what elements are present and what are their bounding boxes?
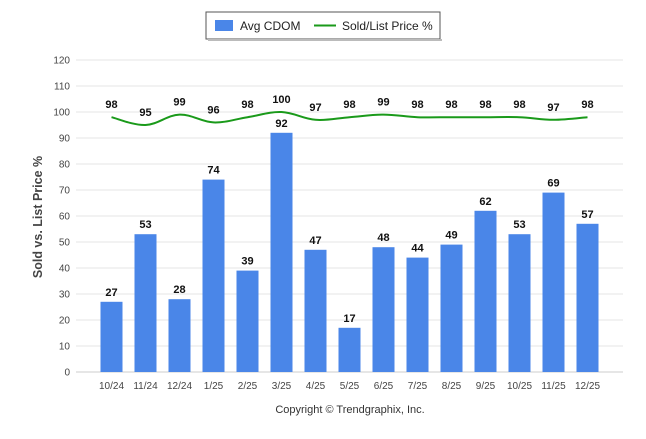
bar xyxy=(338,327,361,372)
bar xyxy=(474,210,497,372)
x-tick-label: 12/25 xyxy=(575,381,600,392)
x-tick-label: 8/25 xyxy=(442,381,462,392)
x-tick-label: 11/25 xyxy=(541,381,566,392)
bar-value-label: 53 xyxy=(513,219,525,231)
bar-value-label: 27 xyxy=(105,287,117,299)
y-tick-label: 100 xyxy=(53,108,70,119)
line-value-label: 98 xyxy=(411,99,423,111)
bar xyxy=(576,223,599,372)
x-tick-label: 12/24 xyxy=(167,381,192,392)
x-tick-label: 6/25 xyxy=(374,381,394,392)
bar-value-label: 74 xyxy=(207,165,220,177)
bar xyxy=(440,244,463,372)
bar-value-label: 28 xyxy=(173,284,185,296)
x-tick-label: 7/25 xyxy=(408,381,428,392)
y-tick-label: 120 xyxy=(53,56,70,67)
line-value-label: 98 xyxy=(105,99,117,111)
bar xyxy=(542,192,565,372)
gridlines xyxy=(76,59,623,373)
bar xyxy=(406,257,429,372)
y-tick-label: 70 xyxy=(59,186,71,197)
x-tick-label: 5/25 xyxy=(340,381,360,392)
line-value-label: 98 xyxy=(241,99,253,111)
x-tick-label: 3/25 xyxy=(272,381,292,392)
bar xyxy=(304,249,327,372)
bar xyxy=(100,301,123,372)
line-value-label: 99 xyxy=(377,97,389,109)
x-tick-label: 10/24 xyxy=(99,381,124,392)
line-value-label: 98 xyxy=(445,99,457,111)
price-line-path xyxy=(111,110,588,127)
y-tick-label: 20 xyxy=(59,316,71,327)
bar xyxy=(270,132,293,372)
bar-value-label: 92 xyxy=(275,118,287,130)
line-value-label: 98 xyxy=(343,99,355,111)
y-axis: 0 10 20 30 40 50 60 70 80 90 100 110 120 xyxy=(53,56,70,379)
y-tick-label: 0 xyxy=(64,368,70,379)
x-tick-label: 10/25 xyxy=(507,381,532,392)
line-value-label: 100 xyxy=(272,94,290,106)
legend-box-shadow xyxy=(208,39,442,41)
line-value-label: 97 xyxy=(547,102,559,114)
legend: Avg CDOM Sold/List Price % xyxy=(205,11,442,41)
x-tick-label: 11/24 xyxy=(133,381,158,392)
legend-swatch-bar xyxy=(215,20,233,31)
y-tick-label: 90 xyxy=(59,134,71,145)
bar xyxy=(134,234,157,372)
copyright-text: Copyright © Trendgraphix, Inc. xyxy=(275,404,424,416)
bar-value-label: 48 xyxy=(377,232,389,244)
bar-value-label: 17 xyxy=(343,313,355,325)
bar-value-label: 53 xyxy=(139,219,151,231)
x-tick-label: 9/25 xyxy=(476,381,496,392)
y-tick-label: 50 xyxy=(59,238,71,249)
y-tick-label: 80 xyxy=(59,160,71,171)
bar-value-label: 57 xyxy=(581,209,593,221)
bar xyxy=(372,247,395,372)
bar-value-label: 44 xyxy=(411,243,424,255)
line-value-label: 95 xyxy=(139,107,151,119)
legend-label-line: Sold/List Price % xyxy=(342,19,433,33)
line-value-label: 96 xyxy=(207,104,219,116)
bar-value-label: 49 xyxy=(445,230,457,242)
y-tick-label: 40 xyxy=(59,264,71,275)
bar xyxy=(236,270,259,372)
line-value-label: 97 xyxy=(309,102,321,114)
bar xyxy=(202,179,225,372)
legend-label-bar: Avg CDOM xyxy=(240,19,300,33)
line-value-label: 98 xyxy=(479,99,491,111)
bar-value-label: 47 xyxy=(309,235,321,247)
data-labels: 27 53 28 74 39 92 47 17 48 44 49 62 53 69 57 98 95 99 96 98… xyxy=(105,94,593,325)
price-line xyxy=(111,110,588,127)
y-tick-label: 60 xyxy=(59,212,71,223)
bar-value-label: 39 xyxy=(241,256,253,268)
bar-value-label: 62 xyxy=(479,196,491,208)
x-tick-label: 1/25 xyxy=(204,381,224,392)
bar-value-label: 69 xyxy=(547,178,559,190)
y-axis-title: Sold vs. List Price % xyxy=(31,156,45,278)
line-value-label: 98 xyxy=(513,99,525,111)
y-tick-label: 30 xyxy=(59,290,71,301)
line-value-label: 99 xyxy=(173,97,185,109)
x-tick-label: 4/25 xyxy=(306,381,326,392)
y-tick-label: 10 xyxy=(59,342,71,353)
bar xyxy=(508,234,531,372)
line-value-label: 98 xyxy=(581,99,593,111)
x-tick-label: 2/25 xyxy=(238,381,258,392)
bars xyxy=(100,132,599,372)
x-axis: 10/24 11/24 12/24 1/25 2/25 3/25 4/25 5/25 6/25 7… xyxy=(99,381,600,392)
bar xyxy=(168,299,191,372)
y-tick-label: 110 xyxy=(54,82,70,93)
